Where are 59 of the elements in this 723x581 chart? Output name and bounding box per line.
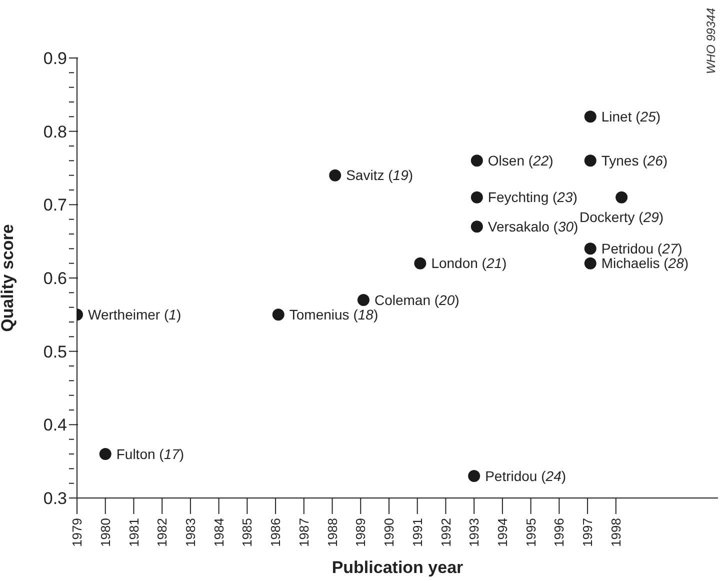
- x-tick-label: 1991: [410, 518, 425, 547]
- annotation: Coleman (20): [374, 292, 460, 308]
- x-tick-label: 1983: [183, 518, 198, 547]
- point: [99, 448, 112, 460]
- x-tick-label: 1997: [580, 518, 596, 547]
- point: [616, 191, 628, 204]
- annotation: Olsen (22): [488, 152, 554, 169]
- point: [357, 294, 370, 306]
- x-tick-label: 1979: [70, 518, 85, 547]
- x-tick-label: 1996: [552, 518, 567, 547]
- x-tick-label: 1984: [211, 518, 226, 547]
- y-tick-label: 0.7: [43, 196, 67, 215]
- point: [584, 242, 596, 255]
- annotation: Versakalo (30): [488, 218, 578, 235]
- x-tick-label: 1994: [494, 518, 510, 547]
- point: [470, 191, 483, 204]
- x-tick-label: 1988: [324, 518, 340, 547]
- point: [584, 110, 596, 123]
- point: [468, 470, 480, 482]
- x-tick-label: 1989: [353, 518, 368, 547]
- point: [272, 308, 284, 321]
- x-axis-title: Publication year: [332, 558, 464, 577]
- x-tick-label: 1986: [268, 518, 284, 547]
- point: [329, 169, 342, 182]
- point: [470, 220, 483, 233]
- annotation: Linet (25): [601, 108, 661, 125]
- annotation: WHO 99344: [704, 8, 718, 74]
- x-tick-label: 1990: [382, 518, 397, 547]
- point: [470, 154, 483, 167]
- y-tick-label: 0.6: [43, 268, 67, 288]
- x-tick-label: 1981: [126, 518, 142, 547]
- x-tick-label: 1993: [466, 518, 482, 547]
- annotation: Fulton (17): [116, 446, 184, 462]
- annotation: Petridou (27): [601, 240, 682, 257]
- point: [414, 257, 426, 270]
- y-tick-label: 0.5: [43, 342, 67, 362]
- point: [584, 257, 596, 270]
- annotation: Dockerty (29): [580, 209, 664, 226]
- x-tick-label: 1995: [523, 518, 538, 547]
- annotation: London (21): [431, 255, 507, 272]
- y-axis-title: Quality score: [0, 224, 18, 332]
- annotation: Feychting (23): [488, 189, 578, 206]
- annotation: Wertheimer (1): [88, 306, 182, 323]
- annotation: Tomenius (18): [289, 306, 378, 323]
- y-tick-label: 0.4: [43, 416, 67, 435]
- y-tick-label: 0.8: [43, 122, 67, 142]
- y-tick-label: 0.3: [43, 488, 67, 508]
- x-tick-label: 1985: [240, 518, 255, 547]
- x-tick-label: 1987: [296, 518, 312, 547]
- x-tick-label: 1980: [98, 518, 113, 547]
- x-tick-label: 1998: [608, 518, 624, 547]
- annotation: Savitz (19): [346, 167, 414, 184]
- x-tick-label: 1992: [438, 518, 454, 547]
- point: [584, 154, 596, 167]
- annotation: Michaelis (28): [601, 255, 689, 272]
- annotation: Petridou (24): [485, 468, 566, 484]
- annotation: Tynes (26): [601, 152, 668, 169]
- x-tick-label: 1982: [154, 518, 170, 547]
- y-tick-label: 0.9: [43, 48, 67, 68]
